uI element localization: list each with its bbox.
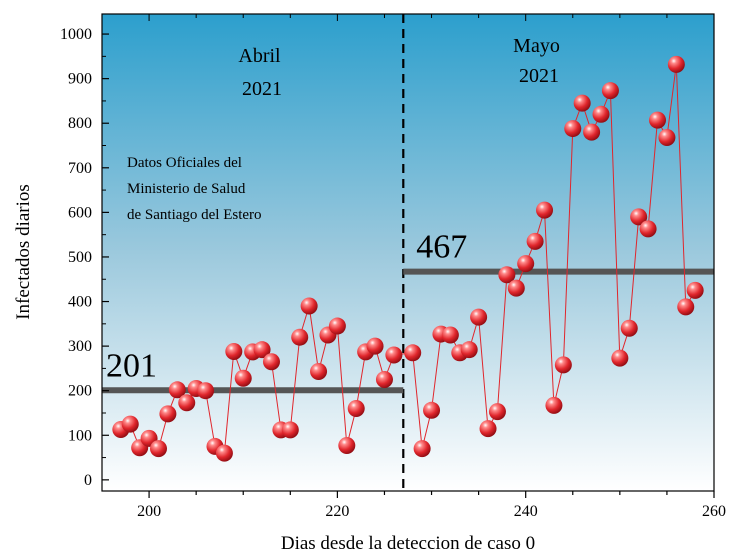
data-point: [178, 394, 196, 412]
data-point: [149, 440, 167, 458]
y-tick-label: 400: [68, 294, 92, 311]
data-point: [328, 317, 346, 335]
data-point: [620, 319, 638, 337]
data-point: [498, 266, 516, 284]
data-point: [441, 326, 459, 344]
data-point: [667, 55, 685, 73]
data-point: [545, 396, 563, 414]
data-point: [573, 94, 591, 112]
plot-background: [102, 14, 714, 491]
annotation-source-line-3: de Santiago del Estero: [127, 207, 262, 223]
data-point: [592, 105, 610, 123]
data-point: [385, 346, 403, 364]
y-tick-label: 200: [68, 383, 92, 400]
x-tick-label: 240: [514, 503, 538, 520]
data-point: [300, 297, 318, 315]
data-point: [517, 255, 535, 273]
data-point: [423, 401, 441, 419]
y-tick-label: 500: [68, 249, 92, 266]
data-point: [507, 279, 525, 297]
annotation-source-line-1: Datos Oficiales del: [127, 155, 242, 171]
data-point: [291, 328, 309, 346]
x-tick-label: 260: [702, 503, 726, 520]
y-tick-label: 300: [68, 338, 92, 355]
data-point: [310, 363, 328, 381]
data-point: [262, 353, 280, 371]
data-point: [601, 82, 619, 100]
annotation-april-line-2: 2021: [242, 78, 282, 100]
y-tick-label: 900: [68, 71, 92, 88]
y-tick-label: 700: [68, 160, 92, 177]
data-point: [677, 298, 695, 316]
data-point: [347, 400, 365, 418]
annotation-april: Abril 2021: [238, 45, 285, 100]
data-point: [479, 420, 497, 438]
data-point: [375, 371, 393, 389]
annotation-source-line-2: Ministerio de Salud: [127, 181, 246, 197]
mean-label-1: 201: [106, 347, 157, 384]
data-point: [366, 337, 384, 355]
data-point: [253, 341, 271, 359]
annotation-may-line-2: 2021: [519, 65, 559, 87]
plot-frame: [101, 13, 715, 492]
y-axis-title: Infectados diarios: [13, 184, 34, 320]
data-point: [564, 120, 582, 138]
data-point: [413, 440, 431, 458]
data-point: [470, 308, 488, 326]
data-point: [583, 123, 601, 141]
y-tick-label: 0: [84, 472, 92, 489]
y-tick-label: 1000: [60, 26, 92, 43]
data-point: [215, 444, 233, 462]
data-point: [121, 415, 139, 433]
x-tick-label: 220: [325, 503, 349, 520]
data-point: [281, 421, 299, 439]
y-tick-label: 800: [68, 115, 92, 132]
data-point: [197, 382, 215, 400]
x-tick-label: 200: [137, 503, 161, 520]
data-point: [526, 232, 544, 250]
data-point: [630, 208, 648, 226]
data-point: [404, 344, 422, 362]
data-point: [611, 349, 629, 367]
data-point: [554, 356, 572, 374]
annotation-april-line-1: Abril: [238, 45, 281, 67]
data-point: [168, 381, 186, 399]
data-point: [488, 403, 506, 421]
data-point: [639, 220, 657, 238]
mean-label-2: 467: [416, 229, 467, 266]
annotation-may: Mayo 2021: [513, 35, 565, 87]
y-tick-label: 100: [68, 427, 92, 444]
data-point: [649, 111, 667, 129]
data-point: [234, 369, 252, 387]
data-point: [686, 281, 704, 299]
data-point: [658, 128, 676, 146]
annotation-source: Datos Oficiales del Ministerio de Salud …: [127, 155, 262, 223]
data-point: [536, 201, 554, 219]
data-point: [460, 341, 478, 359]
x-axis-title: Dias desde la deteccion de caso 0: [281, 533, 535, 554]
y-tick-label: 600: [68, 204, 92, 221]
annotation-may-line-1: Mayo: [513, 35, 560, 57]
data-point: [338, 437, 356, 455]
data-point: [159, 405, 177, 423]
data-point: [225, 342, 243, 360]
